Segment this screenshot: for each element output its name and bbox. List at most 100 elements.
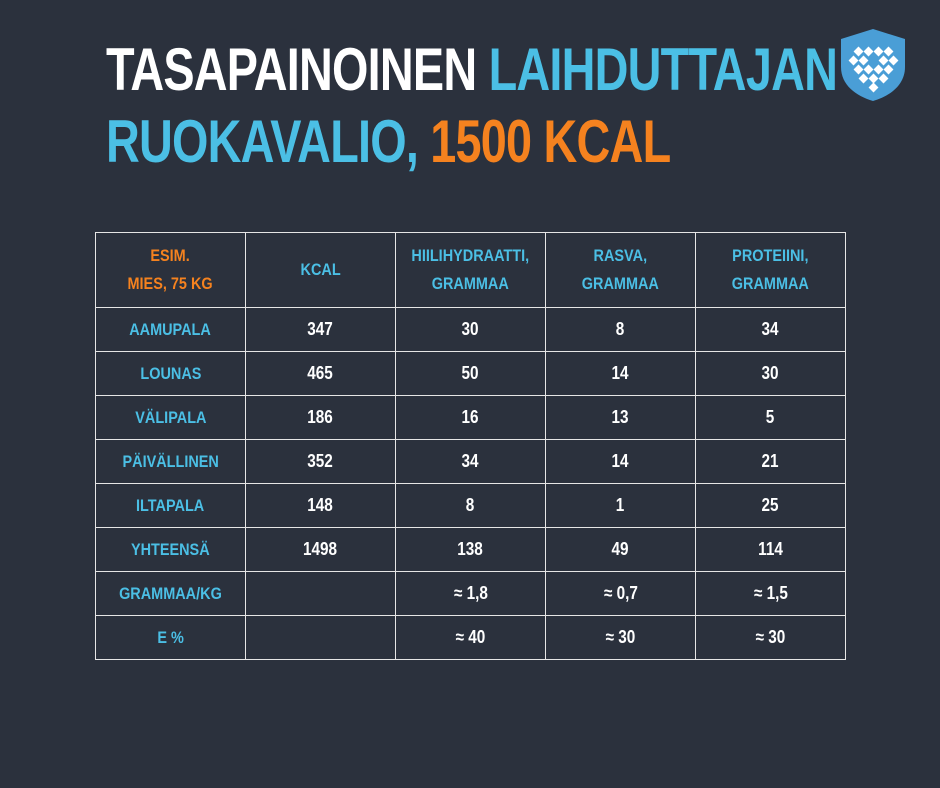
row-label-text: GRAMMAA/KG bbox=[119, 583, 222, 603]
cell-value: 30 bbox=[461, 319, 480, 339]
cell-protein: ≈ 1,5 bbox=[695, 571, 846, 616]
cell-value: 30 bbox=[761, 363, 780, 383]
column-header-label: KCAL bbox=[300, 260, 341, 279]
cell-fat: ≈ 30 bbox=[545, 615, 696, 660]
cell-value: 148 bbox=[307, 495, 334, 515]
row-label: E % bbox=[95, 615, 246, 660]
cell-kcal: 1498 bbox=[245, 527, 396, 572]
nutrition-table: ESIM. MIES, 75 KG KCAL HIILIHYDRAATTI, GRA… bbox=[95, 232, 846, 660]
table-header-row: ESIM. MIES, 75 KG KCAL HIILIHYDRAATTI, GRA… bbox=[95, 232, 846, 308]
table-row: GRAMMAA/KG ≈ 1,8 ≈ 0,7 ≈ 1,5 bbox=[95, 571, 846, 616]
cell-carbs: 50 bbox=[395, 351, 546, 396]
column-header-carbs: HIILIHYDRAATTI, GRAMMAA bbox=[395, 232, 546, 308]
cell-fat: 14 bbox=[545, 351, 696, 396]
column-header-fat: RASVA, GRAMMAA bbox=[545, 232, 696, 308]
cell-value: 25 bbox=[761, 495, 780, 515]
table-row: E % ≈ 40 ≈ 30 ≈ 30 bbox=[95, 615, 846, 660]
cell-value: 50 bbox=[461, 363, 480, 383]
column-header-kcal: KCAL bbox=[245, 232, 396, 308]
row-label: VÄLIPALA bbox=[95, 395, 246, 440]
cell-kcal bbox=[245, 571, 396, 616]
cell-value: 21 bbox=[761, 451, 780, 471]
cell-value: ≈ 0,7 bbox=[603, 583, 638, 603]
row-label: PÄIVÄLLINEN bbox=[95, 439, 246, 484]
cell-value: 14 bbox=[611, 451, 630, 471]
cell-value: 1498 bbox=[303, 539, 338, 559]
column-header-sublabel: GRAMMAA bbox=[581, 274, 660, 293]
cell-value: ≈ 40 bbox=[455, 627, 486, 647]
cell-kcal: 347 bbox=[245, 307, 396, 352]
cell-value: ≈ 1,5 bbox=[753, 583, 788, 603]
cell-value: 347 bbox=[307, 319, 334, 339]
cell-kcal: 352 bbox=[245, 439, 396, 484]
row-label-text: VÄLIPALA bbox=[134, 407, 207, 427]
shield-heart-icon bbox=[841, 29, 905, 101]
cell-value: 186 bbox=[307, 407, 334, 427]
cell-protein: ≈ 30 bbox=[695, 615, 846, 660]
cell-value: ≈ 30 bbox=[755, 627, 786, 647]
cell-value: 16 bbox=[461, 407, 480, 427]
row-label: AAMUPALA bbox=[95, 307, 246, 352]
cell-carbs: 30 bbox=[395, 307, 546, 352]
row-label-text: AAMUPALA bbox=[129, 319, 212, 339]
row-label: LOUNAS bbox=[95, 351, 246, 396]
cell-value: 114 bbox=[758, 539, 783, 559]
cell-kcal: 186 bbox=[245, 395, 396, 440]
cell-protein: 25 bbox=[695, 483, 846, 528]
title-part-3: RUOKAVALIO, bbox=[106, 108, 419, 175]
cell-protein: 5 bbox=[695, 395, 846, 440]
cell-value: 465 bbox=[307, 363, 334, 383]
cell-carbs: ≈ 40 bbox=[395, 615, 546, 660]
row-label: GRAMMAA/KG bbox=[95, 571, 246, 616]
cell-value: 14 bbox=[611, 363, 630, 383]
row-label-text: YHTEENSÄ bbox=[131, 539, 210, 559]
cell-fat: 14 bbox=[545, 439, 696, 484]
cell-value: 352 bbox=[307, 451, 334, 471]
cell-protein: 114 bbox=[695, 527, 846, 572]
cell-value: 34 bbox=[761, 319, 780, 339]
cell-fat: 8 bbox=[545, 307, 696, 352]
row-label-text: LOUNAS bbox=[139, 363, 202, 383]
corner-header: ESIM. MIES, 75 KG bbox=[95, 232, 246, 308]
cell-carbs: 8 bbox=[395, 483, 546, 528]
cell-kcal bbox=[245, 615, 396, 660]
cell-protein: 34 bbox=[695, 307, 846, 352]
cell-kcal: 148 bbox=[245, 483, 396, 528]
cell-value: ≈ 30 bbox=[605, 627, 636, 647]
column-header-sublabel: GRAMMAA bbox=[731, 274, 810, 293]
cell-value: 5 bbox=[766, 407, 775, 427]
cell-fat: 1 bbox=[545, 483, 696, 528]
title-part-4: 1500 KCAL bbox=[430, 108, 671, 175]
cell-fat: 13 bbox=[545, 395, 696, 440]
title-part-2: LAIHDUTTAJAN bbox=[488, 36, 838, 103]
cell-value: 49 bbox=[611, 539, 630, 559]
table-row: AAMUPALA 347 30 8 34 bbox=[95, 307, 846, 352]
cell-protein: 21 bbox=[695, 439, 846, 484]
cell-value: 138 bbox=[457, 539, 484, 559]
cell-carbs: 138 bbox=[395, 527, 546, 572]
cell-kcal: 465 bbox=[245, 351, 396, 396]
title-part-1: TASAPAINOINEN bbox=[106, 36, 477, 103]
row-label: YHTEENSÄ bbox=[95, 527, 246, 572]
table-row: PÄIVÄLLINEN 352 34 14 21 bbox=[95, 439, 846, 484]
table-row: ILTAPALA 148 8 1 25 bbox=[95, 483, 846, 528]
column-header-label: RASVA, bbox=[593, 246, 648, 265]
cell-carbs: ≈ 1,8 bbox=[395, 571, 546, 616]
row-label: ILTAPALA bbox=[95, 483, 246, 528]
cell-value: 13 bbox=[611, 407, 630, 427]
column-header-label: HIILIHYDRAATTI, bbox=[411, 246, 530, 265]
row-label-text: E % bbox=[157, 627, 184, 647]
cell-value: ≈ 1,8 bbox=[453, 583, 488, 603]
page-title: TASAPAINOINEN LAIHDUTTAJAN RUOKAVALIO, 1… bbox=[106, 34, 838, 178]
cell-value: 8 bbox=[616, 319, 625, 339]
cell-carbs: 34 bbox=[395, 439, 546, 484]
table-row: LOUNAS 465 50 14 30 bbox=[95, 351, 846, 396]
corner-line-2: MIES, 75 KG bbox=[127, 274, 214, 293]
column-header-protein: PROTEIINI, GRAMMAA bbox=[695, 232, 846, 308]
column-header-sublabel: GRAMMAA bbox=[431, 274, 510, 293]
column-header-label: PROTEIINI, bbox=[732, 246, 809, 265]
cell-fat: ≈ 0,7 bbox=[545, 571, 696, 616]
table-row: VÄLIPALA 186 16 13 5 bbox=[95, 395, 846, 440]
cell-protein: 30 bbox=[695, 351, 846, 396]
cell-value: 34 bbox=[461, 451, 480, 471]
